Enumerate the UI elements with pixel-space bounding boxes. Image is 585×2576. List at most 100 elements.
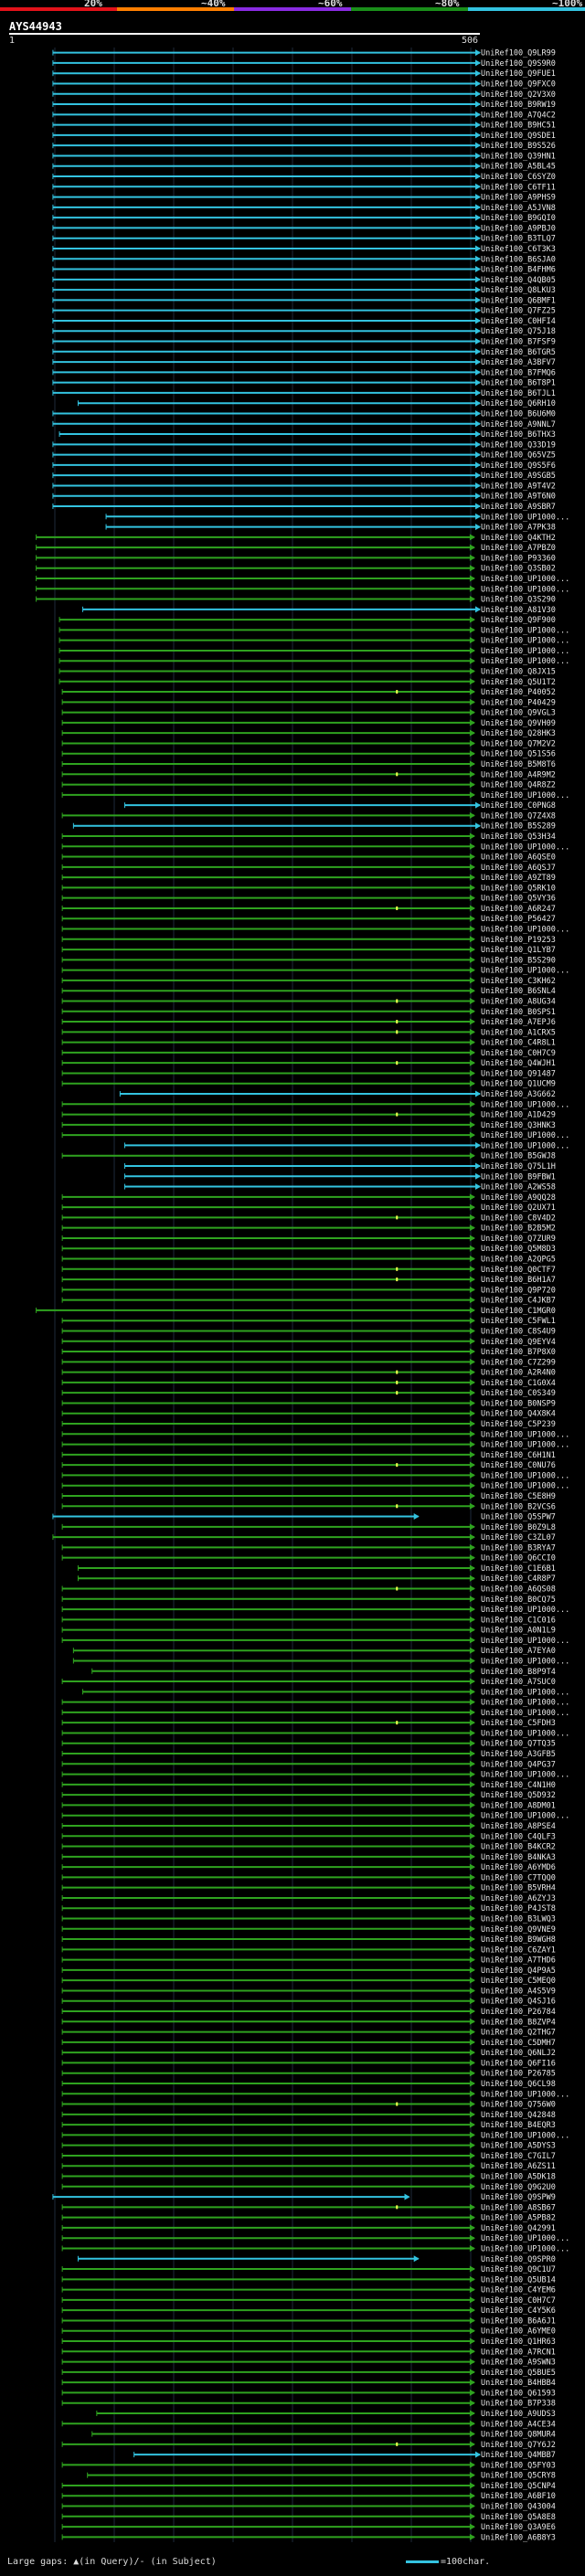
hit-label[interactable]: UniRef100_B9FBW1 — [481, 1172, 556, 1182]
hit-label[interactable]: UniRef100_Q5CRY8 — [481, 2472, 556, 2481]
hit-label[interactable]: UniRef100_C4YEM6 — [481, 2286, 556, 2295]
hit-label[interactable]: UniRef100_Q7Y6J2 — [481, 2441, 556, 2450]
hit-label[interactable]: UniRef100_P26784 — [481, 2008, 556, 2017]
hit-label[interactable]: UniRef100_Q75J18 — [481, 327, 556, 336]
hit-label[interactable]: UniRef100_Q4R8Z2 — [481, 781, 556, 790]
hit-label[interactable]: UniRef100_UP1000... — [481, 647, 569, 656]
hit-label[interactable]: UniRef100_Q756W0 — [481, 2101, 556, 2110]
hit-label[interactable]: UniRef100_A4CE34 — [481, 2420, 556, 2429]
hit-label[interactable]: UniRef100_C0H7C7 — [481, 2296, 556, 2306]
hit-label[interactable]: UniRef100_B7P8X0 — [481, 1348, 556, 1357]
hit-label[interactable]: UniRef100_UP1000... — [481, 1441, 569, 1450]
hit-label[interactable]: UniRef100_B4NKA3 — [481, 1853, 556, 1862]
hit-label[interactable]: UniRef100_A7RCN1 — [481, 2348, 556, 2357]
hit-label[interactable]: UniRef100_Q6BMF1 — [481, 296, 556, 305]
hit-label[interactable]: UniRef100_B6TJL1 — [481, 389, 556, 398]
hit-label[interactable]: UniRef100_Q1LYB7 — [481, 946, 556, 955]
hit-label[interactable]: UniRef100_A9SGB5 — [481, 472, 556, 481]
hit-label[interactable]: UniRef100_A9NNL7 — [481, 420, 556, 429]
hit-label[interactable]: UniRef100_A2QPG5 — [481, 1256, 556, 1265]
hit-label[interactable]: UniRef100_Q4X8K4 — [481, 1410, 556, 1419]
hit-label[interactable]: UniRef100_UP1000... — [481, 1699, 569, 1708]
hit-label[interactable]: UniRef100_P40429 — [481, 698, 556, 707]
hit-label[interactable]: UniRef100_Q42991 — [481, 2224, 556, 2233]
hit-label[interactable]: UniRef100_B6TGR5 — [481, 348, 556, 357]
hit-label[interactable]: UniRef100_Q9FUE1 — [481, 69, 556, 79]
hit-label[interactable]: UniRef100_A6ZS11 — [481, 2162, 556, 2171]
hit-label[interactable]: UniRef100_B9GQI0 — [481, 214, 556, 223]
hit-label[interactable]: UniRef100_C6SYZ0 — [481, 173, 556, 182]
hit-label[interactable]: UniRef100_Q5FY03 — [481, 2461, 556, 2470]
hit-label[interactable]: UniRef100_Q9VH09 — [481, 719, 556, 728]
hit-label[interactable]: UniRef100_A9QQ28 — [481, 1193, 556, 1203]
hit-label[interactable]: UniRef100_Q6CL98 — [481, 2080, 556, 2089]
hit-label[interactable]: UniRef100_UP1000... — [481, 2234, 569, 2243]
hit-label[interactable]: UniRef100_UP1000... — [481, 843, 569, 852]
hit-label[interactable]: UniRef100_A9UDS3 — [481, 2410, 556, 2419]
hit-label[interactable]: UniRef100_A5DYS3 — [481, 2142, 556, 2151]
hit-label[interactable]: UniRef100_UP1000... — [481, 1482, 569, 1491]
hit-label[interactable]: UniRef100_Q42848 — [481, 2111, 556, 2120]
hit-label[interactable]: UniRef100_A6QS08 — [481, 1585, 556, 1595]
hit-label[interactable]: UniRef100_Q7Z4X8 — [481, 811, 556, 821]
hit-label[interactable]: UniRef100_UP1000... — [481, 2131, 569, 2140]
hit-label[interactable]: UniRef100_Q9S5F6 — [481, 461, 556, 471]
hit-label[interactable]: UniRef100_UP1000... — [481, 637, 569, 646]
hit-label[interactable]: UniRef100_C8V4D2 — [481, 1214, 556, 1223]
hit-label[interactable]: UniRef100_UP1000... — [481, 1131, 569, 1140]
hit-label[interactable]: UniRef100_B6SJA0 — [481, 255, 556, 264]
hit-label[interactable]: UniRef100_C5DMH7 — [481, 2039, 556, 2048]
hit-label[interactable]: UniRef100_UP1000... — [481, 1709, 569, 1718]
hit-label[interactable]: UniRef100_C1E6B1 — [481, 1564, 556, 1574]
hit-label[interactable]: UniRef100_B9S526 — [481, 142, 556, 151]
hit-label[interactable]: UniRef100_Q9VGL3 — [481, 709, 556, 718]
hit-label[interactable]: UniRef100_Q5D932 — [481, 1791, 556, 1800]
hit-label[interactable]: UniRef100_B0Z9L8 — [481, 1523, 556, 1532]
hit-label[interactable]: UniRef100_A9SWN3 — [481, 2359, 556, 2368]
hit-label[interactable]: UniRef100_B7P338 — [481, 2400, 556, 2409]
hit-label[interactable]: UniRef100_Q91487 — [481, 1069, 556, 1078]
hit-label[interactable]: UniRef100_UP1000... — [481, 1430, 569, 1439]
hit-label[interactable]: UniRef100_B7FMQ6 — [481, 368, 556, 377]
hit-label[interactable]: UniRef100_A6QSE0 — [481, 853, 556, 863]
hit-label[interactable]: UniRef100_Q9VNE9 — [481, 1925, 556, 1935]
hit-label[interactable]: UniRef100_UP1000... — [481, 1606, 569, 1615]
hit-label[interactable]: UniRef100_A9PBJ0 — [481, 224, 556, 233]
hit-label[interactable]: UniRef100_Q8MUR4 — [481, 2431, 556, 2440]
hit-label[interactable]: UniRef100_Q9P720 — [481, 1286, 556, 1295]
hit-label[interactable]: UniRef100_Q5SPW7 — [481, 1513, 556, 1522]
hit-label[interactable]: UniRef100_C4QLF3 — [481, 1832, 556, 1841]
hit-label[interactable]: UniRef100_Q75L1H — [481, 1162, 556, 1171]
hit-label[interactable]: UniRef100_B8ZVP4 — [481, 2018, 556, 2027]
hit-label[interactable]: UniRef100_A6ZYJ3 — [481, 1894, 556, 1903]
hit-label[interactable]: UniRef100_Q9SDE1 — [481, 132, 556, 141]
hit-label[interactable]: UniRef100_UP1000... — [481, 791, 569, 800]
hit-label[interactable]: UniRef100_UP1000... — [481, 657, 569, 666]
hit-label[interactable]: UniRef100_A8DM01 — [481, 1801, 556, 1810]
hit-label[interactable]: UniRef100_Q3HNK3 — [481, 1121, 556, 1130]
hit-label[interactable]: UniRef100_Q3SB02 — [481, 565, 556, 574]
hit-label[interactable]: UniRef100_B8P9T4 — [481, 1668, 556, 1677]
hit-label[interactable]: UniRef100_UP1000... — [481, 926, 569, 935]
hit-label[interactable]: UniRef100_Q9C1U7 — [481, 2265, 556, 2274]
hit-label[interactable]: UniRef100_B7FSF9 — [481, 338, 556, 347]
hit-label[interactable]: UniRef100_C6TF11 — [481, 183, 556, 192]
hit-label[interactable]: UniRef100_Q5RK10 — [481, 884, 556, 893]
hit-label[interactable]: UniRef100_C0H7C9 — [481, 1049, 556, 1058]
hit-label[interactable]: UniRef100_UP1000... — [481, 1688, 569, 1697]
hit-label[interactable]: UniRef100_C0NU76 — [481, 1461, 556, 1470]
hit-label[interactable]: UniRef100_A6R247 — [481, 905, 556, 914]
hit-label[interactable]: UniRef100_A0N1L9 — [481, 1627, 556, 1636]
hit-label[interactable]: UniRef100_Q9LR99 — [481, 49, 556, 58]
hit-label[interactable]: UniRef100_Q43004 — [481, 2503, 556, 2512]
hit-label[interactable]: UniRef100_Q5U1T2 — [481, 678, 556, 687]
hit-label[interactable]: UniRef100_B3RYA7 — [481, 1543, 556, 1553]
hit-label[interactable]: UniRef100_C5FDH3 — [481, 1719, 556, 1728]
hit-label[interactable]: UniRef100_C3KH62 — [481, 977, 556, 986]
hit-label[interactable]: UniRef100_B5VRH4 — [481, 1884, 556, 1893]
hit-label[interactable]: UniRef100_B4FHM6 — [481, 266, 556, 275]
hit-label[interactable]: UniRef100_C4Y5K6 — [481, 2306, 556, 2316]
hit-label[interactable]: UniRef100_A2R4N0 — [481, 1369, 556, 1378]
hit-label[interactable]: UniRef100_Q5M8D3 — [481, 1245, 556, 1254]
hit-label[interactable]: UniRef100_Q6FI16 — [481, 2059, 556, 2068]
